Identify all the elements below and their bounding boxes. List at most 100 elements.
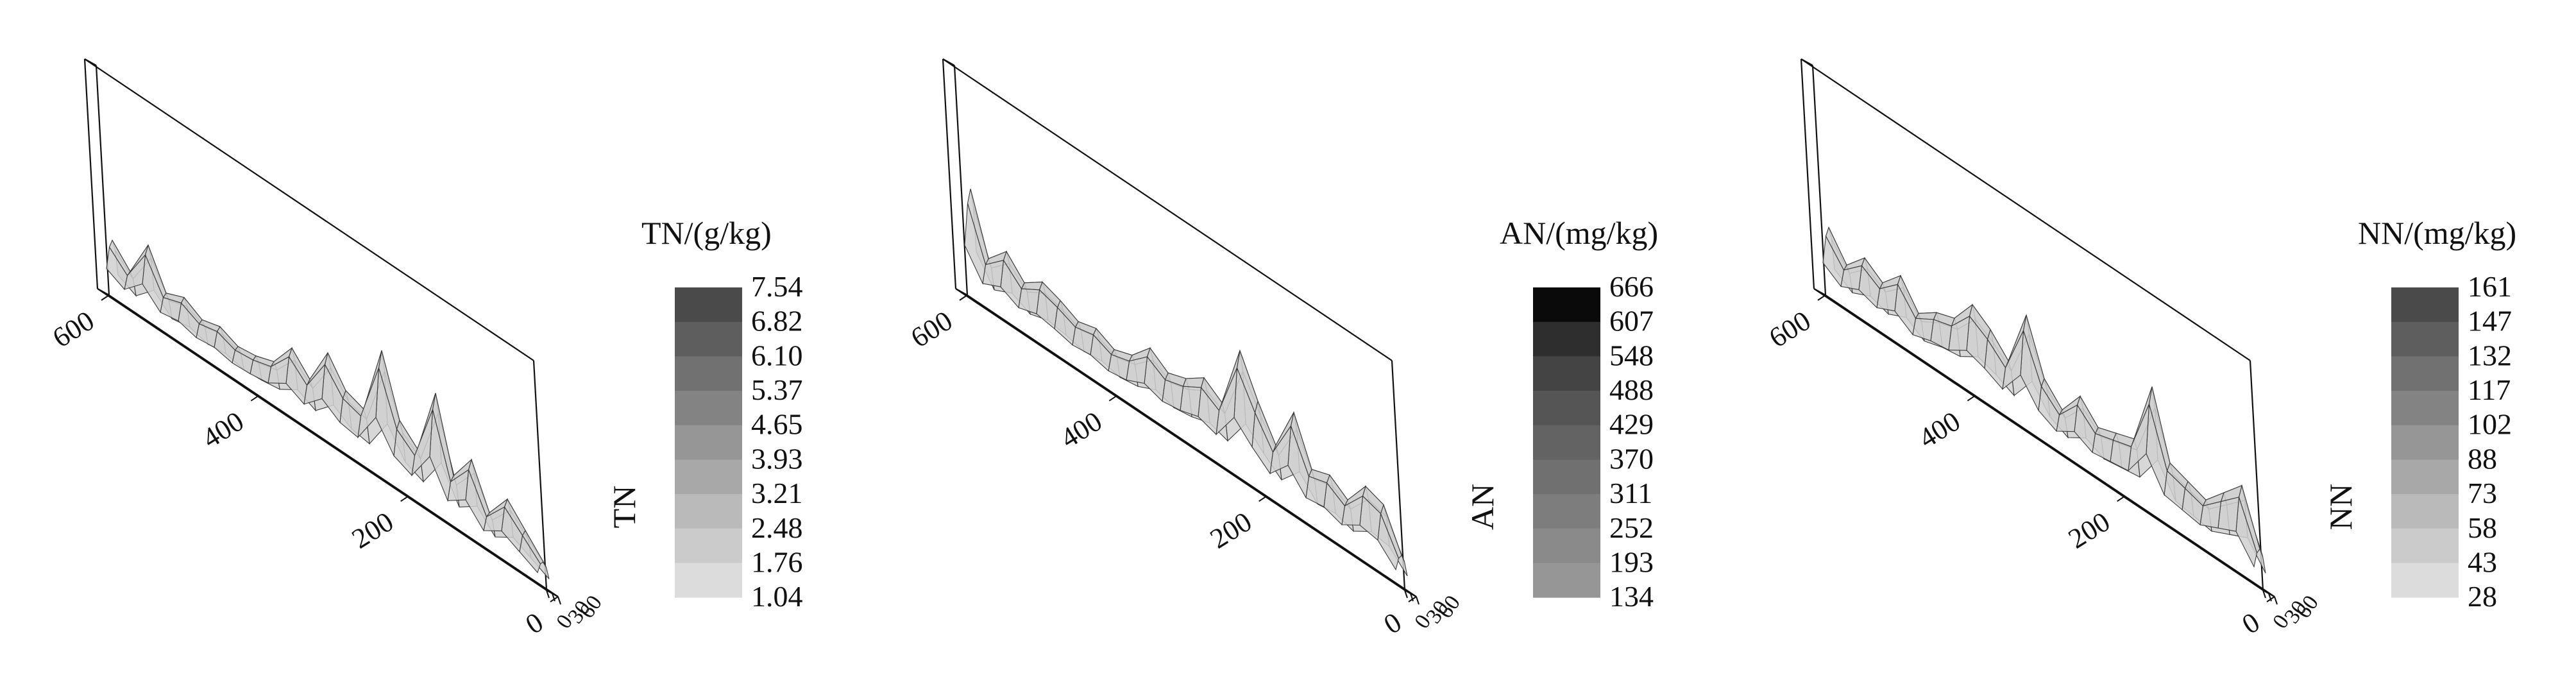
box-back-vertical-edge bbox=[1800, 58, 1815, 289]
colorbar-band bbox=[1533, 287, 1600, 323]
colorbar-tick-label: 4.65 bbox=[751, 408, 803, 441]
colorbar-tick-label: 429 bbox=[1609, 408, 1654, 441]
colorbar-tick-label: 161 bbox=[2468, 270, 2512, 303]
floor-back-edge bbox=[955, 288, 1405, 591]
chart-svg: 020040060003060ANAN/(mg/kg)6666075484884… bbox=[905, 58, 1658, 640]
colorbar-tick-label: 1.76 bbox=[751, 545, 803, 578]
colorbar-band bbox=[2391, 321, 2459, 357]
box-top-side-edge bbox=[84, 58, 97, 66]
y-tick-label: 400 bbox=[1913, 405, 1966, 455]
colorbar-band bbox=[675, 321, 742, 357]
colorbar-title: TN/(g/kg) bbox=[641, 215, 772, 251]
colorbar-tick-label: 28 bbox=[2468, 580, 2497, 613]
colorbar-tick-label: 147 bbox=[2468, 305, 2512, 337]
colorbar-band bbox=[2391, 356, 2459, 391]
x-tick-mark bbox=[1404, 590, 1408, 599]
surface-cell bbox=[2199, 500, 2222, 529]
colorbar-band bbox=[1533, 563, 1600, 598]
y-tick-mark bbox=[1967, 395, 1976, 402]
colorbar-band bbox=[1533, 391, 1600, 426]
y-tick-label: 200 bbox=[2063, 506, 2115, 555]
y-axis-line bbox=[108, 294, 559, 597]
surface-mesh bbox=[1822, 226, 2266, 574]
floor-far-edge bbox=[1813, 288, 1826, 296]
colorbar-band bbox=[1533, 528, 1600, 563]
colorbar-tick-label: 5.37 bbox=[751, 373, 803, 406]
z-axis-line bbox=[1391, 360, 1406, 591]
box-top-side-edge bbox=[1801, 58, 1813, 66]
y-tick-label: 400 bbox=[197, 405, 250, 455]
colorbar-tick-label: 311 bbox=[1609, 477, 1652, 509]
colorbar-tick-label: 252 bbox=[1609, 511, 1654, 544]
z-axis-label: NN bbox=[2323, 484, 2359, 530]
colorbar-tick-label: 3.93 bbox=[751, 442, 803, 475]
colorbar-band bbox=[675, 287, 742, 323]
box-front-vertical-edge bbox=[95, 65, 110, 296]
y-tick-mark bbox=[400, 495, 409, 502]
chart-panel-nn: 0 200 400 600 0 30 60 NN NN/(mg/kg) 161 147 132 117 1… bbox=[1716, 0, 2575, 682]
surface-cell bbox=[1876, 284, 1899, 312]
box-front-vertical-edge bbox=[953, 65, 969, 296]
box-top-back-edge bbox=[942, 58, 1393, 361]
colorbar-tick-label: 193 bbox=[1609, 545, 1654, 578]
colorbar-tick-label: 666 bbox=[1609, 270, 1654, 303]
y-tick-label: 600 bbox=[905, 305, 958, 354]
colorbar-tick-label: 6.10 bbox=[751, 339, 803, 371]
colorbar-band bbox=[675, 391, 742, 426]
colorbar-tick-label: 132 bbox=[2468, 339, 2512, 371]
floor-far-edge bbox=[97, 288, 110, 296]
chart-svg: 020040060003060TNTN/(g/kg)7.546.826.105.… bbox=[47, 58, 803, 640]
y-tick-label: 0 bbox=[1378, 606, 1407, 640]
z-axis-label: AN bbox=[1464, 484, 1500, 530]
x-tick-mark bbox=[1410, 593, 1414, 602]
box-top-back-edge bbox=[1801, 58, 2251, 361]
y-tick-mark bbox=[250, 395, 259, 402]
x-tick-mark bbox=[2274, 596, 2278, 605]
chart-svg: 020040060003060NNNN/(mg/kg)1611471321171… bbox=[1763, 58, 2516, 640]
x-tick-mark bbox=[2268, 593, 2272, 602]
y-tick-mark bbox=[1817, 294, 1826, 301]
floor-far-edge bbox=[955, 288, 968, 296]
colorbar-tick-label: 3.21 bbox=[751, 477, 803, 509]
box-back-vertical-edge bbox=[942, 58, 957, 289]
colorbar-band bbox=[1533, 321, 1600, 357]
colorbar-band bbox=[675, 494, 742, 529]
x-tick-mark bbox=[2262, 590, 2266, 599]
colorbar-band bbox=[2391, 391, 2459, 426]
y-tick-label: 400 bbox=[1055, 405, 1108, 455]
surface-cell bbox=[1182, 377, 1205, 388]
colorbar-band bbox=[1533, 494, 1600, 529]
y-tick-mark bbox=[101, 294, 110, 301]
colorbar-tick-label: 88 bbox=[2468, 442, 2497, 475]
y-tick-mark bbox=[2117, 495, 2126, 502]
surface-cell bbox=[106, 246, 128, 291]
box-back-vertical-edge bbox=[83, 58, 99, 289]
y-tick-mark bbox=[959, 294, 968, 301]
colorbar-tick-label: 2.48 bbox=[751, 511, 803, 544]
surface-cell bbox=[1126, 356, 1148, 384]
surface-mesh bbox=[106, 239, 550, 579]
colorbar-band bbox=[1533, 459, 1600, 495]
box-top-back-edge bbox=[84, 58, 534, 361]
surface-mesh bbox=[964, 189, 1408, 577]
colorbar-band bbox=[675, 356, 742, 391]
x-tick-mark bbox=[552, 593, 555, 602]
colorbar-band bbox=[2391, 494, 2459, 529]
colorbar-tick-label: 6.82 bbox=[751, 305, 803, 337]
colorbar-tick-label: 548 bbox=[1609, 339, 1654, 371]
axes-box bbox=[83, 58, 559, 597]
surface-cell bbox=[1912, 318, 1935, 342]
surface-cell bbox=[964, 203, 987, 285]
colorbar-band bbox=[2391, 528, 2459, 563]
colorbar-band bbox=[2391, 287, 2459, 323]
x-tick-mark bbox=[546, 590, 550, 599]
y-tick-label: 0 bbox=[2237, 606, 2266, 640]
colorbar-band bbox=[675, 528, 742, 563]
y-tick-label: 600 bbox=[47, 305, 99, 354]
floor-back-edge bbox=[1813, 288, 2264, 591]
y-tick-mark bbox=[1258, 495, 1267, 502]
colorbar-title: NN/(mg/kg) bbox=[2358, 215, 2516, 251]
chart-panel-tn: 0 200 400 600 0 30 60 TN TN/(g/kg) 7.54 6.82 6.10 5.… bbox=[0, 0, 858, 682]
z-axis-line bbox=[532, 360, 548, 591]
